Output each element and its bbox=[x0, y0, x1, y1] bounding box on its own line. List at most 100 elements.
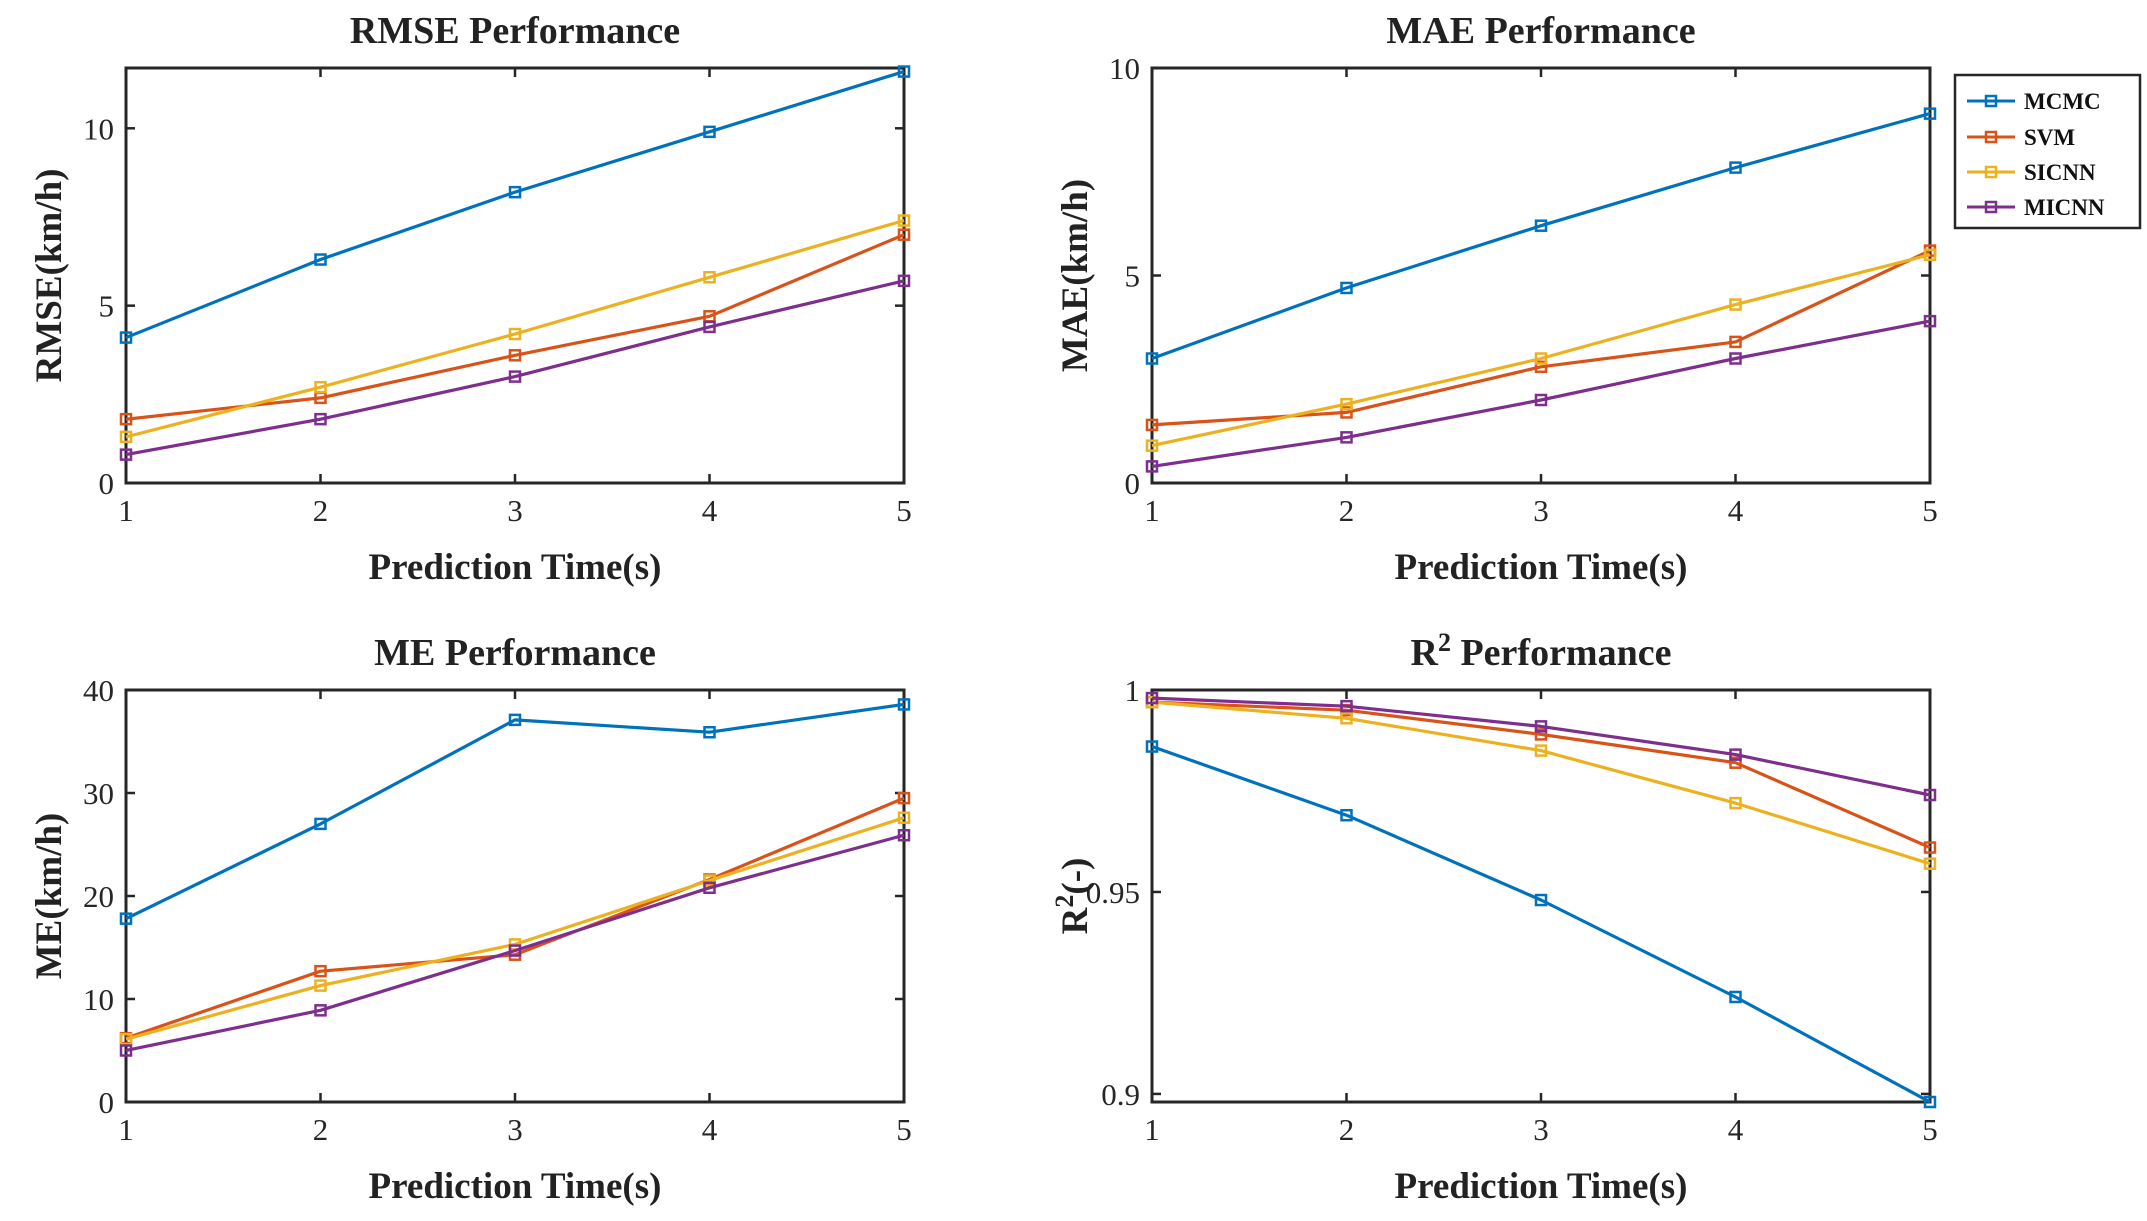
rmse-point-sicnn bbox=[703, 271, 716, 284]
rmse-point-sicnn bbox=[119, 430, 133, 444]
me-point-micnn bbox=[703, 881, 716, 895]
me-point-sicnn bbox=[314, 979, 327, 992]
rmse-point-sicnn bbox=[897, 214, 911, 227]
r2-chart-title: R2 Performance bbox=[1411, 628, 1672, 675]
r2-point-mcmc bbox=[1340, 808, 1353, 822]
rmse-y-axis-label: RMSE(km/h) bbox=[29, 169, 70, 383]
r2-series-line-sicnn bbox=[1151, 700, 1931, 866]
mae-point-sicnn bbox=[1729, 298, 1742, 311]
r2-series-line-micnn bbox=[1151, 696, 1931, 797]
r2-ytick-label: 0.9 bbox=[1101, 1077, 1140, 1112]
r2-point-sicnn bbox=[1340, 712, 1353, 725]
me-series-line-sicnn bbox=[125, 816, 905, 1041]
r2-xtick-label: 1 bbox=[1144, 1112, 1160, 1147]
mae-xtick-label: 5 bbox=[1922, 493, 1938, 528]
me-point-micnn bbox=[508, 944, 522, 957]
r2-point-svm bbox=[1729, 756, 1742, 769]
r2-point-micnn bbox=[1923, 788, 1937, 802]
rmse-point-svm bbox=[508, 349, 522, 362]
r2-y-axis-label: R2(-) bbox=[1050, 858, 1097, 935]
me-series-line-svm bbox=[125, 796, 905, 1040]
rmse-xtick-label: 4 bbox=[702, 493, 718, 528]
me-xtick-label: 3 bbox=[507, 1112, 523, 1147]
me-ytick-label: 20 bbox=[83, 879, 114, 914]
me-ytick-label: 10 bbox=[83, 982, 114, 1017]
rmse-point-micnn bbox=[703, 320, 716, 334]
rmse-point-sicnn bbox=[508, 327, 522, 341]
rmse-point-mcmc bbox=[703, 125, 716, 139]
mae-point-mcmc bbox=[1534, 219, 1548, 232]
r2-xtick-label: 5 bbox=[1922, 1112, 1938, 1147]
legend-marker-svm bbox=[1984, 130, 1998, 144]
r2-point-svm bbox=[1534, 728, 1548, 741]
rmse-point-micnn bbox=[119, 448, 133, 461]
rmse-xtick-label: 5 bbox=[896, 493, 912, 528]
mae-point-mcmc bbox=[1729, 161, 1742, 174]
r2-xtick-label: 2 bbox=[1339, 1112, 1355, 1147]
mae-series-line-sicnn bbox=[1151, 253, 1931, 448]
me-xtick-label: 4 bbox=[702, 1112, 718, 1147]
mae-xtick-label: 1 bbox=[1144, 493, 1160, 528]
rmse-point-mcmc bbox=[897, 65, 911, 78]
r2-point-micnn bbox=[1534, 720, 1548, 733]
me-point-mcmc bbox=[314, 817, 327, 831]
me-point-sicnn bbox=[897, 811, 911, 824]
me-xtick-label: 5 bbox=[896, 1112, 912, 1147]
legend-label-mcmc: MCMC bbox=[2024, 89, 2101, 114]
rmse-point-sicnn bbox=[314, 380, 327, 394]
r2-ytick-label: 0.95 bbox=[1086, 875, 1140, 910]
legend-entry-mcmc: MCMC bbox=[1967, 89, 2101, 114]
me-y-axis-label: ME(km/h) bbox=[29, 813, 70, 980]
mae-point-svm bbox=[1340, 406, 1353, 419]
mae-ytick-label: 5 bbox=[1125, 259, 1141, 294]
rmse-point-svm bbox=[119, 412, 133, 426]
r2-point-sicnn bbox=[1534, 744, 1548, 757]
r2-point-sicnn bbox=[1729, 796, 1742, 810]
mae-point-svm bbox=[1729, 335, 1742, 349]
mae-point-mcmc bbox=[1340, 281, 1353, 295]
r2-panel: 1 2 3 4 5 0.9 0.95 1 R2 Performance Prediction Ti… bbox=[1050, 628, 1938, 1208]
legend-label-micnn: MICNN bbox=[2024, 195, 2105, 220]
me-panel: 1 2 3 4 5 0 10 20 30 40 ME Performance Prediction T… bbox=[29, 632, 912, 1207]
mae-x-axis-label: Prediction Time(s) bbox=[1395, 547, 1688, 588]
rmse-point-mcmc bbox=[119, 331, 133, 344]
mae-point-mcmc bbox=[1145, 352, 1159, 365]
r2-point-micnn bbox=[1729, 748, 1742, 761]
legend-marker-mcmc bbox=[1984, 94, 1998, 108]
mae-point-sicnn bbox=[1340, 397, 1353, 411]
rmse-ytick-label: 5 bbox=[99, 289, 115, 324]
legend: MCMC SVM SICNN MICNN bbox=[1953, 73, 2142, 230]
me-point-sicnn bbox=[703, 874, 716, 887]
me-point-micnn bbox=[897, 828, 911, 842]
rmse-series-line-sicnn bbox=[125, 218, 905, 439]
rmse-xtick-label: 2 bbox=[313, 493, 329, 528]
me-chart-title: ME Performance bbox=[374, 632, 656, 674]
me-xtick-label: 2 bbox=[313, 1112, 329, 1147]
r2-point-micnn bbox=[1145, 691, 1159, 705]
mae-point-svm bbox=[1145, 418, 1159, 432]
rmse-series-line-mcmc bbox=[125, 69, 905, 340]
legend-marker-micnn bbox=[1984, 200, 1998, 214]
mae-point-micnn bbox=[1340, 431, 1353, 444]
me-ytick-label: 0 bbox=[99, 1085, 115, 1120]
legend-entry-micnn: MICNN bbox=[1967, 195, 2105, 220]
me-point-mcmc bbox=[897, 698, 911, 711]
mae-point-micnn bbox=[1729, 352, 1742, 365]
legend-label-sicnn: SICNN bbox=[2024, 160, 2096, 185]
rmse-panel: 1 2 3 4 5 0 5 10 RMSE Performance Prediction Time… bbox=[29, 10, 912, 588]
r2-series-line-svm bbox=[1151, 700, 1931, 849]
legend-label-svm: SVM bbox=[2024, 125, 2075, 150]
mae-point-sicnn bbox=[1534, 352, 1548, 365]
r2-point-mcmc bbox=[1729, 990, 1742, 1004]
r2-point-mcmc bbox=[1145, 740, 1159, 753]
mae-chart-title: MAE Performance bbox=[1386, 10, 1695, 52]
mae-ytick-label: 0 bbox=[1125, 466, 1141, 501]
rmse-point-micnn bbox=[508, 370, 522, 383]
me-point-svm bbox=[314, 964, 327, 978]
rmse-axes-frame bbox=[124, 66, 906, 485]
rmse-ytick-label: 10 bbox=[83, 111, 114, 146]
me-point-micnn bbox=[119, 1044, 133, 1057]
rmse-x-axis-label: Prediction Time(s) bbox=[369, 547, 662, 588]
rmse-series-line-svm bbox=[125, 233, 905, 421]
